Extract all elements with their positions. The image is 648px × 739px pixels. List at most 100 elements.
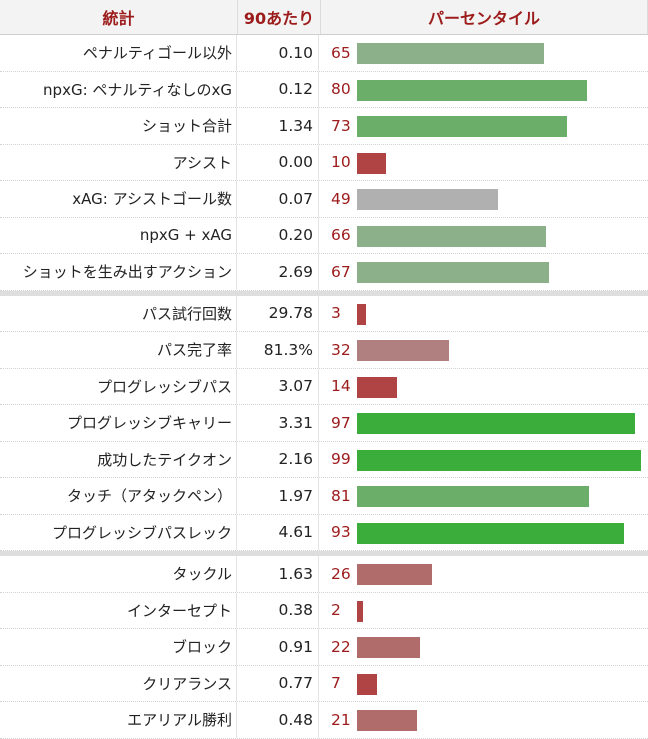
stat-label: プログレッシブパス — [0, 368, 237, 404]
percentile-cell: 81 — [319, 478, 648, 514]
per90-value: 29.78 — [237, 295, 319, 331]
percentile-value: 67 — [331, 262, 351, 281]
table-row: プログレッシブパス 3.07 14 — [0, 368, 648, 405]
table-row: タッチ（アタックペン） 1.97 81 — [0, 478, 648, 515]
table-row: 成功したテイクオン 2.16 99 — [0, 441, 648, 478]
percentile-bar — [357, 152, 386, 174]
percentile-bar — [357, 79, 587, 101]
percentile-bar — [357, 262, 549, 283]
stat-label: 成功したテイクオン — [0, 441, 237, 477]
percentile-value: 21 — [331, 710, 351, 729]
percentile-cell: 93 — [319, 515, 648, 551]
stat-label: ペナルティゴール以外 — [0, 35, 237, 71]
percentile-bar — [357, 340, 449, 361]
per90-value: 0.38 — [237, 592, 319, 628]
stat-label: アシスト — [0, 144, 237, 180]
group-separator — [0, 551, 648, 556]
stat-label: クリアランス — [0, 665, 237, 701]
percentile-bar — [357, 116, 567, 137]
stat-label: インターセプト — [0, 592, 237, 628]
table-row: アシスト 0.00 10 — [0, 144, 648, 181]
stat-label: パス試行回数 — [0, 295, 237, 331]
percentile-value: 99 — [331, 450, 351, 469]
stat-label: プログレッシブキャリー — [0, 405, 237, 441]
percentile-cell: 49 — [319, 181, 648, 217]
percentile-value: 10 — [331, 153, 351, 172]
header-percentile[interactable]: パーセンタイル — [321, 0, 648, 34]
percentile-value: 2 — [331, 601, 341, 620]
stat-label: エアリアル勝利 — [0, 702, 237, 738]
percentile-bar — [357, 564, 432, 585]
percentile-cell: 73 — [319, 108, 648, 144]
percentile-bar — [357, 522, 624, 544]
group-separator — [0, 290, 648, 296]
per90-value: 81.3% — [237, 332, 319, 368]
per90-value: 3.07 — [237, 368, 319, 404]
percentile-value: 3 — [331, 304, 341, 323]
table-body: ペナルティゴール以外 0.10 65 npxG: ペナルティなしのxG 0.12 80 ショ… — [0, 35, 648, 739]
percentile-value: 93 — [331, 523, 351, 542]
percentile-cell: 32 — [319, 332, 648, 368]
percentile-cell: 67 — [319, 254, 648, 290]
stat-label: タッチ（アタックペン） — [0, 478, 237, 514]
percentile-cell: 21 — [319, 702, 648, 738]
percentile-cell: 2 — [319, 593, 648, 629]
table-header: 統計 90あたり パーセンタイル — [0, 0, 648, 35]
percentile-cell: 7 — [319, 666, 648, 702]
percentile-bar — [357, 189, 498, 210]
per90-value: 4.61 — [237, 514, 319, 550]
stat-label: npxG + xAG — [0, 217, 237, 253]
stat-label: タックル — [0, 556, 237, 592]
per90-value: 0.10 — [237, 35, 319, 71]
per90-value: 0.77 — [237, 665, 319, 701]
table-row: ブロック 0.91 22 — [0, 629, 648, 666]
table-row: プログレッシブキャリー 3.31 97 — [0, 405, 648, 442]
percentile-cell: 97 — [319, 405, 648, 441]
table-row: パス試行回数 29.78 3 — [0, 295, 648, 332]
table-row: npxG + xAG 0.20 66 — [0, 217, 648, 254]
per90-value: 2.69 — [237, 254, 319, 290]
table-row: インターセプト 0.38 2 — [0, 592, 648, 629]
table-row: npxG: ペナルティなしのxG 0.12 80 — [0, 71, 648, 108]
percentile-cell: 26 — [319, 556, 648, 592]
percentile-value: 32 — [331, 340, 351, 359]
percentile-value: 14 — [331, 377, 351, 396]
percentile-cell: 80 — [319, 72, 648, 108]
percentile-bar — [357, 600, 363, 622]
stat-label: パス完了率 — [0, 332, 237, 368]
stat-label: プログレッシブパスレック — [0, 514, 237, 550]
percentile-value: 73 — [331, 116, 351, 135]
percentile-cell: 14 — [319, 369, 648, 405]
per90-value: 1.97 — [237, 478, 319, 514]
per90-value: 0.48 — [237, 702, 319, 738]
percentile-bar — [357, 225, 546, 247]
table-row: パス完了率 81.3% 32 — [0, 332, 648, 369]
percentile-value: 80 — [331, 80, 351, 99]
per90-value: 1.63 — [237, 556, 319, 592]
per90-value: 0.07 — [237, 181, 319, 217]
percentile-bar — [357, 673, 377, 695]
stat-label: ショットを生み出すアクション — [0, 254, 237, 290]
percentile-value: 97 — [331, 413, 351, 432]
percentile-bar — [357, 710, 417, 731]
percentile-value: 7 — [331, 674, 341, 693]
table-row: タックル 1.63 26 — [0, 556, 648, 593]
percentile-cell: 65 — [319, 35, 648, 71]
table-row: ショット合計 1.34 73 — [0, 108, 648, 145]
header-per90[interactable]: 90あたり — [238, 0, 321, 34]
stat-label: xAG: アシストゴール数 — [0, 181, 237, 217]
stat-label: npxG: ペナルティなしのxG — [0, 71, 237, 107]
percentile-cell: 3 — [319, 296, 648, 332]
percentile-cell: 22 — [319, 629, 648, 665]
header-stat[interactable]: 統計 — [0, 0, 238, 34]
stat-label: ブロック — [0, 629, 237, 665]
table-row: プログレッシブパスレック 4.61 93 — [0, 514, 648, 551]
per90-value: 2.16 — [237, 441, 319, 477]
percentile-bar — [357, 449, 641, 471]
percentile-value: 65 — [331, 43, 351, 62]
percentile-value: 49 — [331, 189, 351, 208]
stat-label: ショット合計 — [0, 108, 237, 144]
percentile-bar — [357, 637, 420, 658]
table-row: ショットを生み出すアクション 2.69 67 — [0, 254, 648, 291]
percentile-bar — [357, 413, 635, 434]
